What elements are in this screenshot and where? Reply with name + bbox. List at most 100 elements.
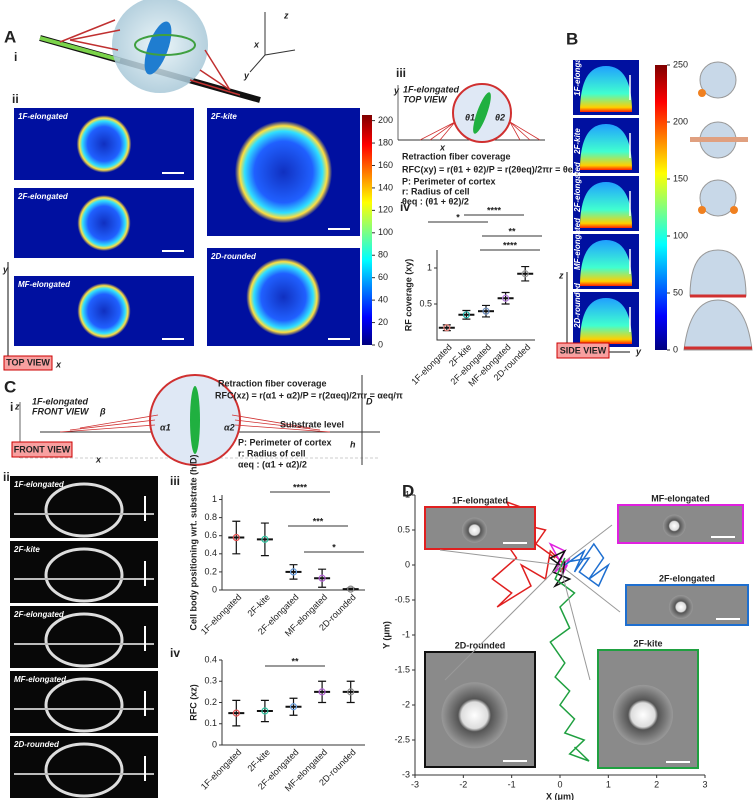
- view-label: TOP VIEW: [6, 357, 50, 367]
- y-tick-label: 0: [405, 559, 410, 569]
- view-axis-label: y: [2, 264, 9, 274]
- axis-label: x: [253, 39, 260, 49]
- image-label: 2F-kite: [573, 128, 582, 155]
- axes-triad: [249, 12, 296, 73]
- image: [10, 736, 158, 798]
- error-caps: [462, 309, 471, 320]
- mean-dot: [318, 574, 326, 582]
- diagram-title: 1F-elongated: [403, 84, 460, 94]
- y-tick-label: 0.1: [204, 718, 217, 728]
- image-label: 2D-rounded: [13, 740, 60, 749]
- y-tick-label: -2: [402, 699, 410, 709]
- image: [10, 476, 158, 538]
- decoration: [249, 54, 266, 73]
- y-axis-label: RF coverage (xy): [403, 259, 413, 332]
- view-axis-label: y: [635, 346, 642, 356]
- nucleus: [190, 386, 200, 454]
- angle-label: θ2: [495, 112, 505, 122]
- view-axis-label: x: [55, 359, 62, 369]
- cell-signal: [246, 257, 321, 337]
- colorbar-tick-label: 200: [673, 116, 688, 126]
- diagram-title: FRONT VIEW: [32, 406, 90, 416]
- note: P: Perimeter of cortex: [402, 176, 496, 186]
- inset-pointer: [444, 564, 561, 681]
- side-view-images: 1F-elongated 2F-kite 2F-elongated MF-elonga…: [573, 45, 639, 347]
- y-axis-label: RFC (xz): [188, 684, 198, 721]
- colorbar-tick-label: 250: [673, 59, 688, 69]
- diagram-title: TOP VIEW: [403, 94, 448, 104]
- dimension-label: h: [350, 439, 356, 449]
- significance: ****: [503, 240, 518, 250]
- x-tick-label: 1F-elongated: [409, 342, 454, 387]
- y-tick-label: -2.5: [394, 734, 410, 744]
- colorbar-tick-label: 160: [378, 160, 393, 170]
- y-tick-label: 0.5: [419, 298, 432, 308]
- inset-label: 2F-elongated: [659, 573, 715, 583]
- decoration: [264, 49, 296, 56]
- dimension-label: D: [366, 396, 373, 406]
- mean-dot: [521, 270, 529, 278]
- cell-signal: [44, 677, 124, 733]
- image: [10, 541, 158, 603]
- cell-signal: [580, 240, 632, 286]
- colorbar-tick-label: 0: [378, 339, 383, 349]
- colorbar-tick-label: 0: [673, 344, 678, 354]
- colorbar-tick-label: 40: [378, 294, 388, 304]
- mean-dot: [347, 688, 355, 696]
- mean-dot: [347, 585, 355, 593]
- panel-label: iv: [170, 646, 180, 660]
- note: αeq : (α1 + α2)/2: [238, 459, 307, 469]
- mean-dot: [482, 307, 490, 315]
- decoration: [699, 61, 737, 99]
- x-axis-label: X (μm): [546, 791, 574, 800]
- image: [10, 606, 158, 668]
- error-caps: [318, 680, 327, 704]
- image-label: 1F-elongated: [18, 112, 69, 121]
- error-caps: [260, 522, 269, 557]
- x-tick-label: 1: [606, 779, 611, 789]
- panel-label: B: [566, 29, 578, 48]
- trajectory: [549, 557, 590, 762]
- nucleus: [473, 92, 491, 134]
- x-tick-label: 1F-elongated: [199, 747, 244, 792]
- fibers: [59, 414, 331, 433]
- trajectory: [548, 542, 571, 580]
- x-tick-label: 0: [557, 779, 562, 789]
- x-tick-label: -3: [411, 779, 419, 789]
- mean-dot: [289, 568, 298, 576]
- cell-signal: [76, 115, 132, 173]
- y-tick-label: -1.5: [394, 664, 410, 674]
- decoration: [730, 206, 738, 214]
- error-caps: [232, 520, 241, 555]
- retraction-fibers: [59, 19, 241, 96]
- y-tick-label: 1: [405, 489, 410, 499]
- inset-pointer: [559, 524, 613, 566]
- y-tick-label: -3: [402, 769, 410, 779]
- top-view-images: 1F-elongated 2F-elongated MF-elongated 2F-k…: [14, 108, 360, 346]
- axis-label: y: [243, 70, 250, 80]
- panel-label: A: [4, 27, 16, 46]
- inset-pointer: [559, 564, 591, 681]
- significance: *: [456, 212, 460, 222]
- x-tick-label: 2F-kite: [245, 592, 272, 619]
- inset-cell: [668, 595, 693, 619]
- panel-label: D: [402, 481, 414, 500]
- image-label: 2D-rounded: [573, 282, 582, 329]
- cell-signal: [44, 482, 124, 538]
- angle-label: α2: [224, 422, 235, 432]
- decoration: [699, 179, 737, 217]
- colorbar-tick-label: 150: [673, 173, 688, 183]
- colorbar-tick-label: 140: [378, 182, 393, 192]
- formula: RFC(xy) = r(θ1 + θ2)/P = r(2θeq)/2πr = θ…: [402, 164, 588, 174]
- note: r: Radius of cell: [238, 448, 306, 458]
- error-caps: [318, 568, 327, 588]
- inset-cell: [662, 514, 686, 538]
- cell-illustration: [39, 0, 261, 103]
- error-caps: [289, 564, 298, 580]
- colorbar-tick-label: 120: [378, 205, 393, 215]
- axis: [436, 250, 535, 341]
- y-tick-label: 0.2: [204, 697, 217, 707]
- decoration: [689, 249, 747, 297]
- image-label: MF-elongated: [18, 280, 71, 289]
